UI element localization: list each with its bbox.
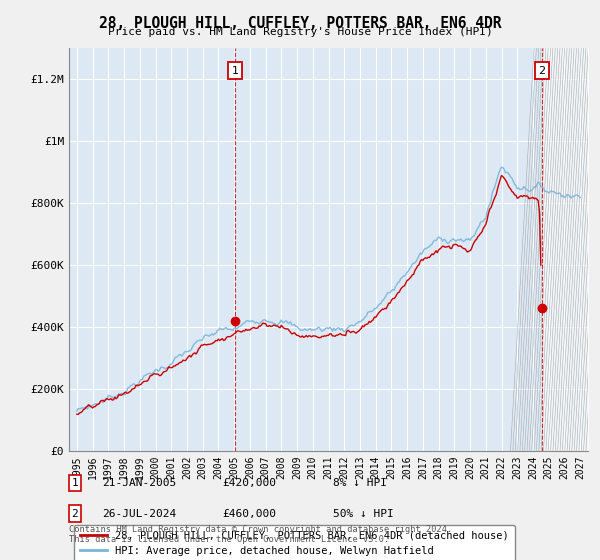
- Text: 1: 1: [232, 66, 239, 76]
- Text: 2: 2: [538, 66, 545, 76]
- Text: Contains HM Land Registry data © Crown copyright and database right 2024.
This d: Contains HM Land Registry data © Crown c…: [69, 525, 452, 544]
- Text: 28, PLOUGH HILL, CUFFLEY, POTTERS BAR, EN6 4DR: 28, PLOUGH HILL, CUFFLEY, POTTERS BAR, E…: [99, 16, 501, 31]
- Text: £460,000: £460,000: [222, 508, 276, 519]
- Legend: 28, PLOUGH HILL, CUFFLEY, POTTERS BAR, EN6 4DR (detached house), HPI: Average pr: 28, PLOUGH HILL, CUFFLEY, POTTERS BAR, E…: [74, 525, 515, 560]
- Text: 50% ↓ HPI: 50% ↓ HPI: [333, 508, 394, 519]
- Text: 21-JAN-2005: 21-JAN-2005: [102, 478, 176, 488]
- Text: 2: 2: [71, 508, 79, 519]
- Text: 1: 1: [71, 478, 79, 488]
- Text: 26-JUL-2024: 26-JUL-2024: [102, 508, 176, 519]
- Text: £420,000: £420,000: [222, 478, 276, 488]
- Text: 8% ↓ HPI: 8% ↓ HPI: [333, 478, 387, 488]
- Text: Price paid vs. HM Land Registry's House Price Index (HPI): Price paid vs. HM Land Registry's House …: [107, 27, 493, 37]
